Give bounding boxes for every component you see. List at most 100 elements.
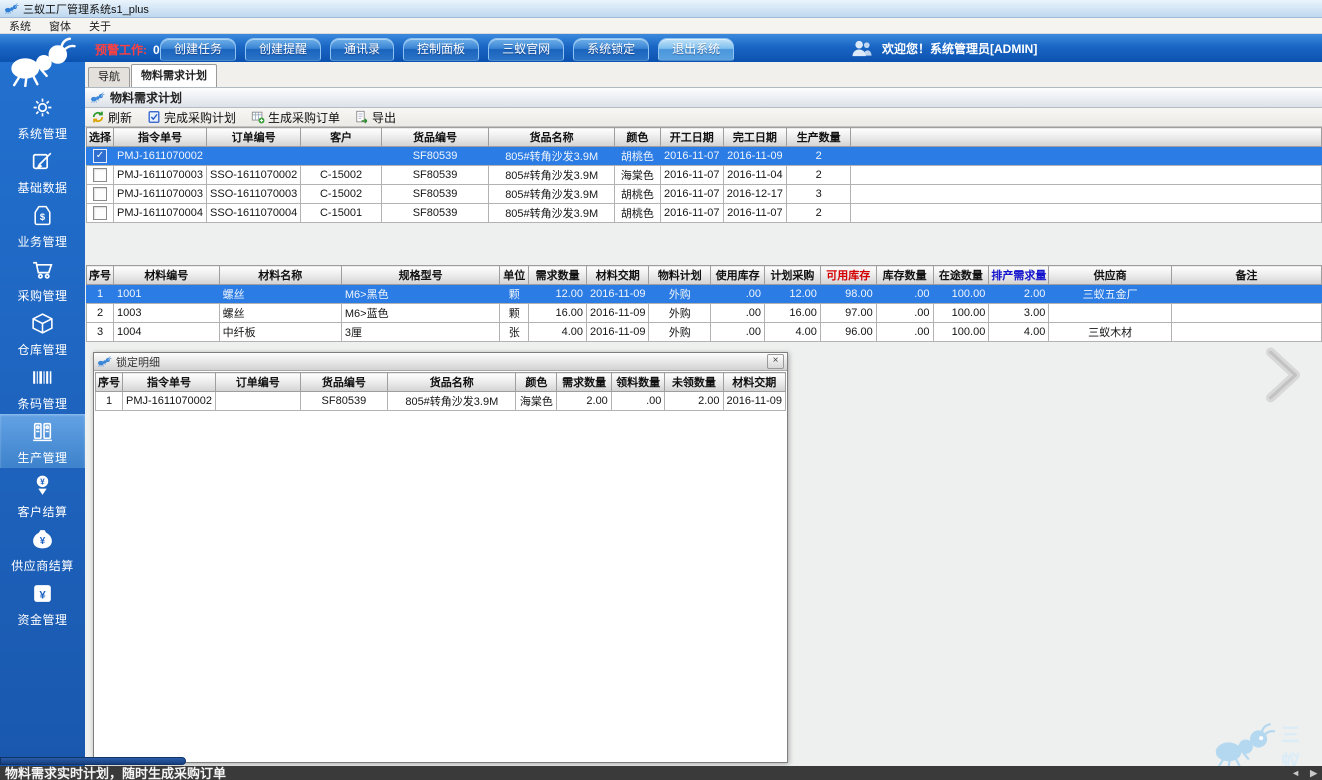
window-titlebar[interactable]: 三蚁工厂管理系统s1_plus [0, 0, 1322, 18]
column-header[interactable]: 货品编号 [380, 127, 490, 147]
yuan-bag-icon: ¥ [30, 527, 55, 552]
column-header[interactable]: 库存数量 [875, 265, 934, 285]
column-header[interactable]: 材料编号 [113, 265, 220, 285]
dialog-close-icon[interactable]: × [767, 354, 784, 369]
sidebar-item-supplier-settle[interactable]: ¥ 供应商结算 [0, 522, 85, 576]
column-header[interactable]: 在途数量 [932, 265, 990, 285]
table-cell: 海棠色 [515, 391, 558, 411]
table-cell: 2016-11-07 [659, 203, 724, 223]
column-header[interactable] [850, 127, 1322, 147]
table-row[interactable]: ✓ PMJ-1611070002 SF80539 805#转角沙发3.9M 胡桃色 201… [86, 146, 1322, 166]
toolbar-button-complete-purchase-plan[interactable]: 完成采购计划 [147, 109, 236, 126]
column-header[interactable]: 货品名称 [387, 372, 517, 392]
table-cell: 2016-11-07 [659, 146, 724, 166]
sidebar-item-system-mgmt[interactable]: 系统管理 [0, 90, 85, 144]
edit-icon [30, 149, 55, 174]
column-header[interactable]: 规格型号 [340, 265, 501, 285]
sidebar-item-basic-data[interactable]: 基础数据 [0, 144, 85, 198]
column-header[interactable]: 序号 [95, 372, 123, 392]
sidebar-item-funds-mgmt[interactable]: ¥ 资金管理 [0, 576, 85, 630]
table-row[interactable]: PMJ-1611070003 SSO-1611070002 C-15002 SF805… [86, 165, 1322, 185]
row-checkbox[interactable] [93, 168, 107, 182]
dialog-titlebar[interactable]: 锁定明细 × [94, 353, 787, 371]
table-cell: ✓ [86, 146, 114, 166]
nav-button-official-site[interactable]: 三蚁官网 [488, 38, 565, 61]
sidebar-item-customer-settle[interactable]: ¥ 客户结算 [0, 468, 85, 522]
nav-button-contacts[interactable]: 通讯录 [330, 38, 395, 61]
tab-navigation[interactable]: 导航 [88, 67, 130, 87]
row-checkbox[interactable] [93, 187, 107, 201]
header-row: 选择 指令单号 订单编号 客户 货品编号 货品名称 颜色 开工日期 完工日期 生产数量 [86, 127, 1322, 147]
column-header[interactable]: 未领数量 [664, 372, 724, 392]
table-row[interactable]: PMJ-1611070003 SSO-1611070003 C-15002 SF805… [86, 184, 1322, 204]
column-header[interactable]: 指令单号 [121, 372, 217, 392]
svg-text:¥: ¥ [40, 536, 46, 547]
column-header[interactable]: 生产数量 [786, 127, 852, 147]
menu-item-about[interactable]: 关于 [89, 20, 111, 33]
sidebar-item-purchase-mgmt[interactable]: 采购管理 [0, 252, 85, 306]
box-icon [30, 311, 55, 336]
toolbar-button-generate-purchase-order[interactable]: 生成采购订单 [251, 109, 340, 126]
column-header[interactable]: 单位 [499, 265, 530, 285]
table-cell: 3厘 [340, 322, 501, 342]
nav-button-lock-system[interactable]: 系统锁定 [573, 38, 650, 61]
alert-count: 0 [153, 43, 160, 57]
nav-button-control-panel[interactable]: 控制面板 [403, 38, 480, 61]
column-header[interactable]: 计划采购 [764, 265, 821, 285]
expand-chevron-icon[interactable] [1262, 346, 1304, 404]
column-header[interactable]: 材料交期 [722, 372, 786, 392]
table-cell: 外购 [648, 303, 712, 323]
column-header[interactable]: 领料数量 [610, 372, 666, 392]
toolbar-button-refresh[interactable]: 刷新 [91, 109, 132, 126]
table-cell: 2016-11-07 [659, 184, 724, 204]
column-header[interactable]: 备注 [1170, 265, 1322, 285]
column-header[interactable]: 货品名称 [488, 127, 616, 147]
table-row[interactable]: 2 1003 螺丝 M6>蓝色颗 16.00 2016-11-09 外购 .00 16.00 97… [86, 303, 1322, 323]
column-header[interactable]: 使用库存 [710, 265, 766, 285]
column-header[interactable]: 序号 [86, 265, 114, 285]
column-header[interactable]: 颜色 [614, 127, 661, 147]
column-header[interactable]: 订单编号 [215, 372, 301, 392]
svg-text:¥: ¥ [39, 590, 46, 602]
table-cell: 100.00 [932, 303, 990, 323]
menu-item-form[interactable]: 窗体 [49, 20, 71, 33]
sidebar-item-business-mgmt[interactable]: $ 业务管理 [0, 198, 85, 252]
nav-button-exit-system[interactable]: 退出系统 [658, 38, 735, 61]
menu-item-system[interactable]: 系统 [9, 20, 31, 33]
sidebar-item-label: 客户结算 [17, 505, 68, 519]
scroll-left-icon[interactable]: ◄ [1291, 768, 1301, 778]
column-header[interactable]: 需求数量 [556, 372, 612, 392]
table-cell: 颗 [499, 303, 530, 323]
column-header[interactable]: 完工日期 [722, 127, 788, 147]
row-checkbox[interactable] [93, 206, 107, 220]
toolbar-button-export[interactable]: 导出 [355, 109, 396, 126]
column-header[interactable]: 物料计划 [648, 265, 712, 285]
column-header[interactable]: 开工日期 [659, 127, 724, 147]
nav-button-create-task[interactable]: 创建任务 [160, 38, 237, 61]
column-header[interactable]: 需求数量 [528, 265, 588, 285]
column-header[interactable]: 指令单号 [112, 127, 208, 147]
column-header[interactable]: 订单编号 [206, 127, 302, 147]
tab-mrp[interactable]: 物料需求计划 [131, 64, 217, 87]
sidebar-item-warehouse-mgmt[interactable]: 仓库管理 [0, 306, 85, 360]
table-row[interactable]: 1 1001 螺丝 M6>黑色颗 12.00 2016-11-09 外购 .00 12.00 98… [86, 284, 1322, 304]
sidebar-item-production-mgmt[interactable]: 生产管理 [0, 414, 85, 468]
column-header[interactable]: 材料名称 [218, 265, 342, 285]
column-header[interactable]: 材料交期 [586, 265, 650, 285]
column-header[interactable]: 选择 [86, 127, 114, 147]
column-header[interactable]: 排产需求量 [988, 265, 1050, 285]
scroll-right-icon[interactable]: ▶ [1310, 768, 1317, 778]
column-header[interactable]: 可用库存 [819, 265, 877, 285]
row-checkbox[interactable]: ✓ [93, 149, 107, 163]
table-row[interactable]: PMJ-1611070004 SSO-1611070004 C-15001 SF805… [86, 203, 1322, 223]
table-cell: 1001 [113, 284, 220, 304]
table-row[interactable]: 3 1004 中纤板 3厘张 4.00 2016-11-09 外购 .00 4.00 96.00.… [86, 322, 1322, 342]
column-header[interactable]: 供应商 [1048, 265, 1172, 285]
column-header[interactable]: 客户 [300, 127, 382, 147]
table-row[interactable]: 1 PMJ-1611070002 SF80539 805#转角沙发3.9M 海棠色 2.0… [95, 391, 786, 411]
column-header[interactable]: 颜色 [515, 372, 558, 392]
hscroll-thumb[interactable] [0, 757, 186, 765]
sidebar-item-barcode-mgmt[interactable]: 条码管理 [0, 360, 85, 414]
column-header[interactable]: 货品编号 [299, 372, 389, 392]
nav-button-create-reminder[interactable]: 创建提醒 [245, 38, 322, 61]
